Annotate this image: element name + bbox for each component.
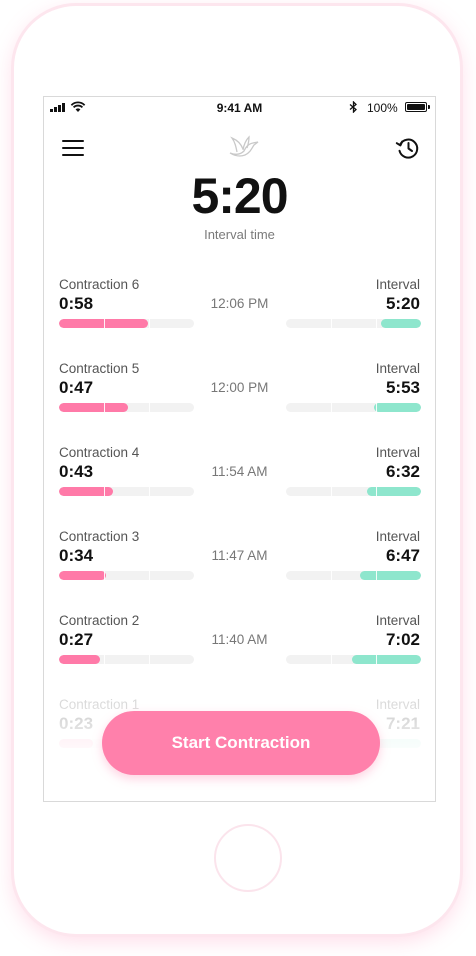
track-tick	[149, 655, 150, 664]
track-tick	[331, 655, 332, 664]
interval-track	[286, 571, 421, 580]
track-tick	[149, 571, 150, 580]
bluetooth-icon	[349, 101, 357, 113]
interval-value: 5:20	[385, 294, 420, 313]
track-tick	[331, 571, 332, 580]
track-tick	[331, 487, 332, 496]
status-time: 9:41 AM	[216, 101, 263, 115]
interval-label: Interval	[375, 445, 420, 460]
battery-percent: 100%	[367, 101, 398, 115]
list-item[interactable]: Contraction 3 0:34 11:47 AM Interval 6:47	[44, 529, 435, 589]
status-bar: 9:41 AM 100%	[44, 97, 435, 119]
contraction-duration: 0:47	[59, 378, 94, 397]
track-tick	[149, 319, 150, 328]
track-tick	[149, 487, 150, 496]
list-item[interactable]: Contraction 4 0:43 11:54 AM Interval 6:32	[44, 445, 435, 505]
contraction-clock-time: 12:06 PM	[210, 296, 269, 311]
contraction-duration: 0:34	[59, 546, 94, 565]
interval-value: 6:47	[385, 546, 420, 565]
track-tick	[331, 319, 332, 328]
wifi-icon	[70, 101, 86, 112]
duration-bar	[59, 655, 100, 664]
contraction-clock-time: 12:00 PM	[210, 380, 269, 395]
track-tick	[149, 403, 150, 412]
contraction-clock-time: 11:54 AM	[211, 464, 268, 479]
track-tick	[376, 655, 377, 664]
contraction-label: Contraction 5	[59, 361, 140, 376]
bird-icon	[229, 135, 259, 157]
track-tick	[376, 571, 377, 580]
track-tick	[104, 319, 105, 328]
contraction-clock-time: 11:47 AM	[211, 548, 268, 563]
list-item[interactable]: Contraction 6 0:58 12:06 PM Interval 5:20	[44, 277, 435, 337]
contraction-label: Contraction 3	[59, 529, 140, 544]
interval-label: Interval	[375, 277, 420, 292]
track-tick	[104, 655, 105, 664]
track-tick	[376, 487, 377, 496]
duration-bar	[59, 403, 128, 412]
battery-icon	[405, 102, 430, 112]
duration-track	[59, 487, 194, 496]
list-item[interactable]: Contraction 5 0:47 12:00 PM Interval 5:53	[44, 361, 435, 421]
track-tick	[376, 319, 377, 328]
interval-bar	[367, 487, 421, 496]
contraction-duration: 0:43	[59, 462, 94, 481]
contraction-label: Contraction 2	[59, 613, 140, 628]
contraction-duration: 0:58	[59, 294, 94, 313]
track-tick	[104, 403, 105, 412]
menu-icon[interactable]	[62, 140, 84, 156]
interval-track	[286, 319, 421, 328]
interval-bar	[380, 319, 421, 328]
interval-label: Interval	[375, 613, 420, 628]
interval-bar	[352, 655, 421, 664]
duration-track	[59, 571, 194, 580]
interval-track	[286, 655, 421, 664]
track-tick	[331, 403, 332, 412]
duration-bar	[59, 487, 113, 496]
contraction-clock-time: 11:40 AM	[211, 632, 268, 647]
duration-track	[59, 319, 194, 328]
interval-timer: 5:20	[191, 168, 288, 224]
interval-bar	[373, 403, 421, 412]
contraction-duration: 0:27	[59, 630, 94, 649]
app-screen: 9:41 AM 100% 5:20 Interval time Contract…	[43, 96, 436, 802]
interval-track	[286, 487, 421, 496]
interval-value: 6:32	[385, 462, 420, 481]
interval-label: Interval	[375, 361, 420, 376]
interval-value: 7:02	[385, 630, 420, 649]
track-tick	[376, 403, 377, 412]
duration-bar	[59, 571, 107, 580]
duration-track	[59, 403, 194, 412]
history-icon[interactable]	[395, 135, 421, 161]
track-tick	[104, 487, 105, 496]
interval-bar	[360, 571, 421, 580]
duration-bar	[59, 319, 149, 328]
interval-value: 5:53	[385, 378, 420, 397]
interval-track	[286, 403, 421, 412]
contraction-label: Contraction 6	[59, 277, 140, 292]
interval-label: Interval	[375, 529, 420, 544]
list-item[interactable]: Contraction 2 0:27 11:40 AM Interval 7:02	[44, 613, 435, 673]
track-tick	[104, 571, 105, 580]
home-button[interactable]	[214, 824, 282, 892]
duration-track	[59, 655, 194, 664]
start-contraction-button[interactable]: Start Contraction	[102, 711, 380, 775]
interval-timer-caption: Interval time	[204, 227, 275, 242]
signal-icon	[50, 103, 65, 112]
contraction-label: Contraction 4	[59, 445, 140, 460]
